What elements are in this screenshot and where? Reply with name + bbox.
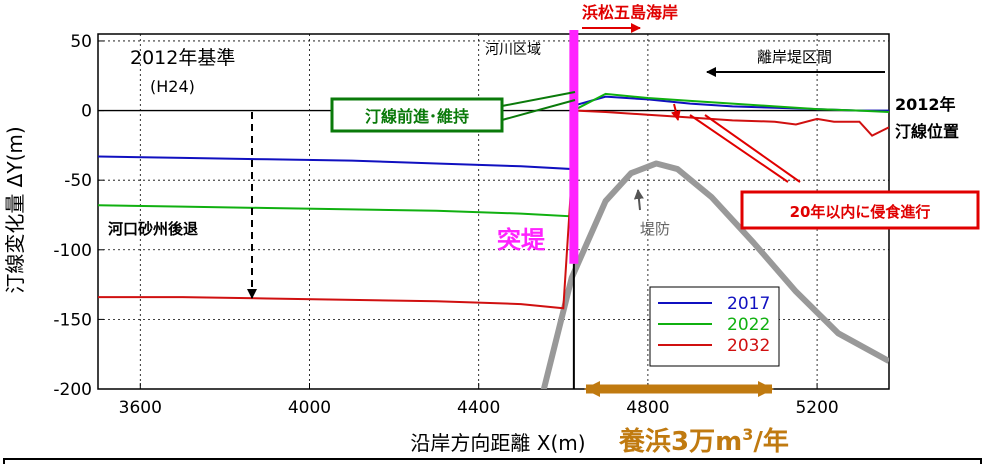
grid <box>98 34 889 390</box>
legend-label-2022: 2022 <box>727 315 770 335</box>
erosion-pointer-1 <box>689 114 789 183</box>
levee-line <box>540 160 889 389</box>
nourishment-label-sup: 3 <box>742 425 753 444</box>
retreat-label: 河口砂州後退 <box>108 220 198 238</box>
x-tick-label: 4000 <box>288 398 331 418</box>
levee-label: 堤防 <box>640 220 670 238</box>
x-tick-label: 3600 <box>119 398 162 418</box>
baseline-label: 2012年基準 <box>130 47 235 69</box>
y-tick-label: 50 <box>70 32 92 52</box>
x-tick-label: 4400 <box>457 398 500 418</box>
y-tick-label: -200 <box>53 380 92 400</box>
advance-callout-pointer <box>501 91 576 107</box>
shoreline-2012-label-2: 汀線位置 <box>895 122 959 141</box>
levee-profile <box>540 160 889 389</box>
series-lines <box>98 92 889 310</box>
legend-label-2032: 2032 <box>727 336 770 356</box>
series-line-2022 <box>98 92 889 218</box>
y-tick-label: 0 <box>81 102 92 122</box>
nourishment-label: 養浜3万m3/年 <box>618 425 789 457</box>
breakwater-label: 離岸堤区間 <box>757 48 832 66</box>
series-line-2032 <box>98 109 889 310</box>
shoreline-2012-label-1: 2012年 <box>895 95 956 114</box>
advance-callout-text: 汀線前進･維持 <box>365 107 469 126</box>
erosion-callout-box <box>740 190 980 230</box>
levee-arrow <box>633 189 644 211</box>
y-axis-label: 汀線変化量 ΔY(m) <box>3 126 27 293</box>
baseline-year-label: (H24) <box>150 77 195 96</box>
legend-label-2017: 2017 <box>727 294 770 314</box>
x-axis-ticks: 3600 4000 4400 4800 5200 <box>119 383 839 418</box>
y-tick-label: -150 <box>53 310 92 330</box>
y-tick-label: -100 <box>53 241 92 261</box>
y-tick-label: -50 <box>64 171 92 191</box>
x-axis-label: 沿岸方向距離 X(m) <box>410 431 585 455</box>
river-zone-label: 河川区域 <box>485 42 541 58</box>
x-tick-label: 5200 <box>795 398 838 418</box>
nourishment-label-suffix: /年 <box>753 426 789 457</box>
erosion-pointer-2 <box>704 114 801 183</box>
beach-name-label: 浜松五島海岸 <box>582 3 678 22</box>
groyne-label: 突堤 <box>497 226 546 254</box>
figure-frame <box>3 458 982 464</box>
nourishment-label-prefix: 養浜3万m <box>618 427 742 457</box>
legend-box <box>649 286 780 367</box>
advance-callout-pointer-2 <box>501 99 576 121</box>
advance-callout-box <box>330 97 504 133</box>
erosion-down-arrow <box>670 103 681 121</box>
erosion-callout-text: 20年以内に侵食進行 <box>790 203 931 221</box>
y-axis-ticks: 50 0 -50 -100 -150 -200 <box>53 32 104 400</box>
x-tick-label: 4800 <box>626 398 669 418</box>
